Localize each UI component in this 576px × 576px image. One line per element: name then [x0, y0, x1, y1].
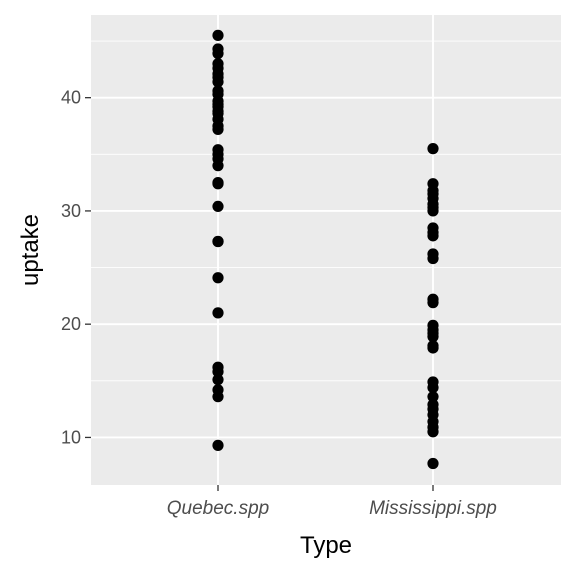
data-point [427, 205, 438, 216]
data-point [427, 458, 438, 469]
data-point [212, 30, 223, 41]
data-point [212, 201, 223, 212]
data-point [212, 374, 223, 385]
data-point [427, 297, 438, 308]
data-point [427, 143, 438, 154]
y-axis-title: uptake [17, 214, 44, 286]
y-tick-label: 30 [61, 201, 81, 221]
data-point [212, 124, 223, 135]
data-point [212, 307, 223, 318]
plot-panel [91, 15, 561, 485]
data-point [212, 236, 223, 247]
data-point [212, 160, 223, 171]
x-axis-title: Type [300, 532, 352, 559]
y-axis-ticks: 10 20 30 40 [61, 88, 91, 448]
data-point [427, 342, 438, 353]
data-point [427, 253, 438, 264]
data-point [212, 391, 223, 402]
data-point [427, 426, 438, 437]
data-point [212, 178, 223, 189]
y-tick-label: 10 [61, 427, 81, 447]
data-point [212, 48, 223, 59]
y-tick-label: 20 [61, 314, 81, 334]
x-tick-label: Mississippi.spp [369, 498, 497, 519]
x-tick-label: Quebec.spp [167, 498, 269, 519]
x-axis-ticks: Quebec.spp Mississippi.spp [167, 485, 497, 519]
data-point [212, 272, 223, 283]
data-point [212, 440, 223, 451]
y-tick-label: 40 [61, 88, 81, 108]
data-point [427, 230, 438, 241]
